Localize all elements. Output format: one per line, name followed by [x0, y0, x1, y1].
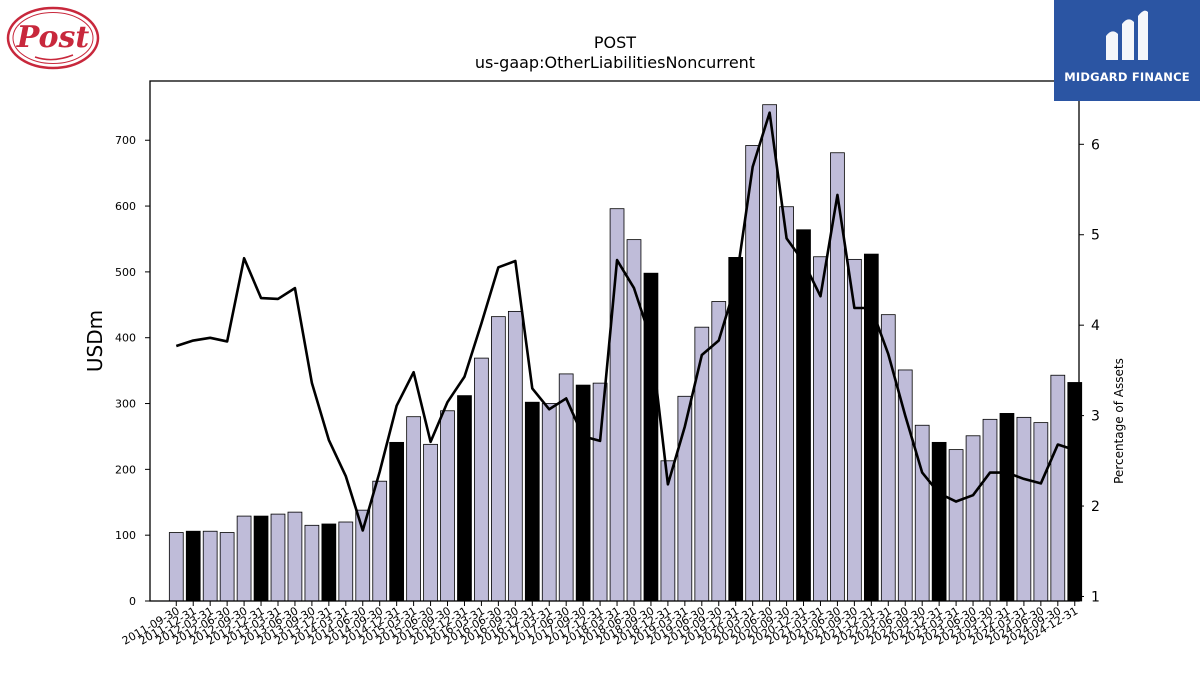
bar-2019-12-31	[728, 257, 744, 602]
y2-tick-label: 3	[1091, 409, 1100, 425]
bar-2017-09-30	[575, 384, 591, 602]
bar-2014-09-30	[372, 480, 388, 602]
bar-2017-03-31	[541, 403, 557, 602]
y2-tick-label: 2	[1091, 499, 1100, 515]
bar-2015-09-30	[440, 410, 455, 602]
bar-2016-06-30	[491, 316, 506, 602]
bar-2021-09-30	[847, 258, 862, 602]
bar-2013-06-30	[287, 511, 303, 602]
bar-2012-06-30	[219, 532, 235, 602]
bar-2016-03-31	[474, 357, 489, 602]
bar-2024-03-31	[1016, 416, 1032, 602]
y-tick-label: 600	[115, 200, 136, 213]
bar-2022-09-30	[914, 424, 930, 602]
y-tick-label: 700	[115, 134, 136, 147]
bar-2011-09-30	[168, 532, 184, 602]
y-tick-label: 100	[115, 529, 136, 542]
y2-tick-label: 4	[1091, 318, 1100, 334]
y2-tick-label: 5	[1091, 228, 1100, 244]
bar-2012-03-31	[202, 530, 218, 602]
bar-2012-09-30	[236, 515, 252, 602]
bar-2022-12-31	[931, 441, 947, 602]
y-axis-left: 0 100 200 300 400 500 600 700	[115, 134, 150, 608]
bar-2019-09-30	[711, 301, 727, 602]
percentage-line	[175, 111, 1076, 532]
bar-2013-03-31	[270, 513, 286, 602]
bar-2014-12-31	[389, 441, 405, 602]
y-axis-label: USDm	[83, 310, 107, 372]
bar-2013-09-30	[304, 524, 320, 602]
post-logo: Post	[5, 5, 101, 71]
svg-text:Post: Post	[16, 20, 90, 55]
bar-2023-09-30	[982, 418, 998, 602]
midgard-finance-wordmark: MIDGARD FINANCE	[1064, 70, 1190, 84]
bar-2021-12-31	[863, 253, 879, 602]
bar-2020-03-31	[745, 145, 761, 602]
y-tick-label: 0	[129, 595, 136, 608]
bar-2017-12-31	[592, 382, 608, 602]
bar-2015-12-31	[457, 395, 472, 602]
bar-2014-03-31	[338, 521, 354, 602]
bar-2024-06-30	[1033, 422, 1049, 602]
bar-2015-06-30	[423, 443, 438, 602]
y-axis-right: 1 2 3 4 5 6	[1079, 137, 1100, 605]
bar-2022-06-30	[897, 369, 913, 602]
bar-2016-09-30	[507, 310, 523, 602]
bar-2020-12-31	[796, 229, 811, 602]
chart-title: POST	[594, 33, 636, 52]
bar-2023-12-31	[999, 413, 1015, 602]
bar-2016-12-31	[524, 401, 540, 602]
bar-2020-06-30	[762, 104, 777, 602]
y-tick-label: 500	[115, 266, 136, 279]
bar-2019-06-30	[694, 326, 710, 602]
chart-subtitle: us-gaap:OtherLiabilitiesNoncurrent	[475, 53, 755, 72]
bar-2014-06-30	[355, 509, 371, 602]
y2-tick-label: 1	[1091, 589, 1100, 605]
bar-2012-12-31	[253, 515, 269, 602]
midgard-mark-icon	[1106, 10, 1148, 61]
bar-2023-06-30	[965, 435, 981, 602]
y2-tick-label: 6	[1091, 137, 1100, 153]
bar-2023-03-31	[948, 449, 964, 602]
bar-2015-03-31	[406, 416, 421, 602]
bar-2024-09-30	[1050, 374, 1066, 602]
x-axis: 2011-09-302011-12-312012-03-312012-06-30…	[120, 601, 1080, 648]
bar-2020-09-30	[779, 206, 794, 602]
y-tick-label: 400	[115, 332, 136, 345]
bar-2018-06-30	[626, 239, 642, 602]
plot-frame	[149, 80, 1080, 602]
bar-2021-03-31	[813, 256, 828, 602]
midgard-finance-logo: MIDGARD FINANCE	[1054, 0, 1200, 101]
y-tick-label: 300	[115, 398, 136, 411]
y-tick-label: 200	[115, 463, 136, 476]
y2-axis-label: Percentage of Assets	[1112, 358, 1126, 484]
bar-2013-12-31	[321, 523, 337, 602]
bar-2011-12-31	[185, 530, 201, 602]
